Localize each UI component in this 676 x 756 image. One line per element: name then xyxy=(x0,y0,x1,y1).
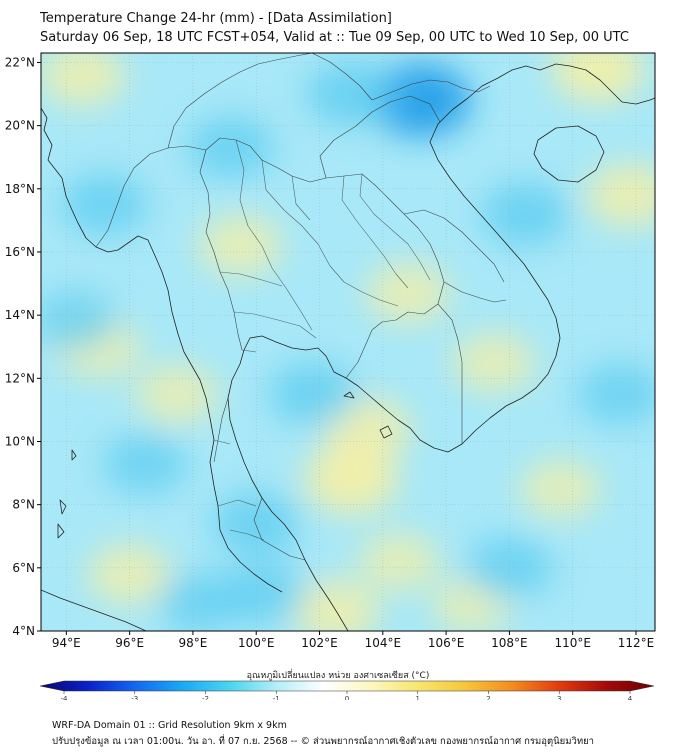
lon-label: 112°E xyxy=(618,636,655,650)
gridlines xyxy=(41,53,655,631)
coastline-gulf xyxy=(227,335,411,561)
cool-anomaly xyxy=(306,61,396,127)
lat-label: 22°N xyxy=(5,55,35,69)
cool-anomaly xyxy=(157,572,242,631)
warm-anomaly xyxy=(87,543,172,605)
lon-label: 108°E xyxy=(491,636,528,650)
cool-anomaly xyxy=(481,182,570,246)
lon-label: 106°E xyxy=(428,636,465,650)
cool-anomaly xyxy=(219,562,306,625)
lat-label: 18°N xyxy=(5,182,35,196)
axis-ticks xyxy=(37,61,637,635)
lon-label: 104°E xyxy=(365,636,402,650)
border-laos xyxy=(319,95,507,444)
lon-label: 98°E xyxy=(178,636,207,650)
colorbar-ticks: -4 -3 -2 -1 0 1 2 3 4 xyxy=(61,691,633,700)
lat-label: 12°N xyxy=(5,371,35,385)
colorbar: -4 -3 -2 -1 0 1 2 3 4 xyxy=(39,680,655,700)
cool-anomaly xyxy=(103,433,188,494)
cool-anomaly xyxy=(41,291,118,352)
lat-label: 6°N xyxy=(12,561,35,575)
lon-label: 96°E xyxy=(115,636,144,650)
lat-label: 14°N xyxy=(5,308,35,322)
coastline-east xyxy=(409,63,655,453)
colorbar-tick-label: 1 xyxy=(416,695,420,700)
field-background xyxy=(41,53,655,631)
colorbar-tick-label: -3 xyxy=(131,695,138,700)
lon-label: 102°E xyxy=(301,636,338,650)
border-thailand-west xyxy=(199,149,306,561)
sumatra-coast xyxy=(41,589,147,631)
lon-label: 110°E xyxy=(554,636,591,650)
warm-anomaly xyxy=(291,580,380,631)
colorbar-tick-label: 0 xyxy=(345,695,349,700)
colorbar-tick-label: 4 xyxy=(628,695,633,700)
province-lines xyxy=(213,139,431,541)
border-myanmar xyxy=(95,53,373,248)
latitude-labels: 22°N 20°N 18°N 16°N 14°N 12°N 10°N 8°N 6°N 4°N xyxy=(5,55,35,638)
lat-label: 4°N xyxy=(12,624,35,638)
border-china-vietnam xyxy=(371,79,491,101)
coastline-malay xyxy=(304,559,349,631)
anomaly-field xyxy=(41,53,655,631)
lat-label: 8°N xyxy=(12,498,35,512)
colorbar-tick-label: -4 xyxy=(61,695,69,700)
footer-model-info: WRF-DA Domain 01 :: Grid Resolution 9km … xyxy=(52,720,287,731)
colorbar-tick-label: 3 xyxy=(557,695,561,700)
footer-credit: ปรับปรุงข้อมูล ณ เวลา 01:00น. วัน อา. ที… xyxy=(52,736,594,747)
colorbar-label: อุณหภูมิเปลี่ยนแปลง หน่วย องศาเซลเซียส (… xyxy=(246,671,430,681)
colorbar-bar xyxy=(39,680,655,692)
warm-anomaly xyxy=(585,163,655,227)
colorbar-tick-label: -1 xyxy=(273,695,280,700)
lat-label: 10°N xyxy=(5,434,35,448)
cool-anomaly xyxy=(61,173,148,236)
lon-label: 94°E xyxy=(52,636,81,650)
warm-anomaly xyxy=(303,444,399,514)
islands-gulf xyxy=(343,391,393,439)
warm-anomaly xyxy=(452,332,535,393)
cool-anomaly xyxy=(578,363,655,425)
islands-andaman xyxy=(57,449,77,539)
cool-anomaly xyxy=(187,116,274,179)
colorbar-tick-label: 2 xyxy=(486,695,490,700)
chart-title: Temperature Change 24-hr (mm) - [Data As… xyxy=(40,11,392,26)
plot-area xyxy=(41,53,655,631)
cool-anomaly xyxy=(269,362,358,426)
warm-anomaly xyxy=(198,215,283,276)
coastlines xyxy=(41,63,655,631)
coastline-west xyxy=(41,107,283,593)
warm-anomaly xyxy=(551,53,645,103)
cool-anomaly xyxy=(212,491,301,556)
warm-anomaly xyxy=(135,364,219,424)
warm-anomaly xyxy=(519,459,601,518)
map-figure: 22°N 20°N 18°N 16°N 14°N 12°N 10°N 8°N 6°N 4°N 94… xyxy=(5,52,656,700)
hainan-island xyxy=(533,125,605,183)
longitude-labels: 94°E 96°E 98°E 100°E 102°E 104°E 106°E 108°E 110… xyxy=(52,636,654,650)
lon-label: 100°E xyxy=(238,636,275,650)
colorbar-tick-label: -2 xyxy=(202,695,209,700)
warm-anomaly xyxy=(41,53,126,107)
warm-anomaly xyxy=(366,262,451,324)
warm-anomaly xyxy=(358,532,439,591)
plot-frame xyxy=(40,52,656,632)
lat-label: 20°N xyxy=(5,119,35,133)
lat-label: 16°N xyxy=(5,245,35,259)
borders xyxy=(95,53,507,561)
chart-subtitle: Saturday 06 Sep, 18 UTC FCST+054, Valid … xyxy=(40,30,629,45)
